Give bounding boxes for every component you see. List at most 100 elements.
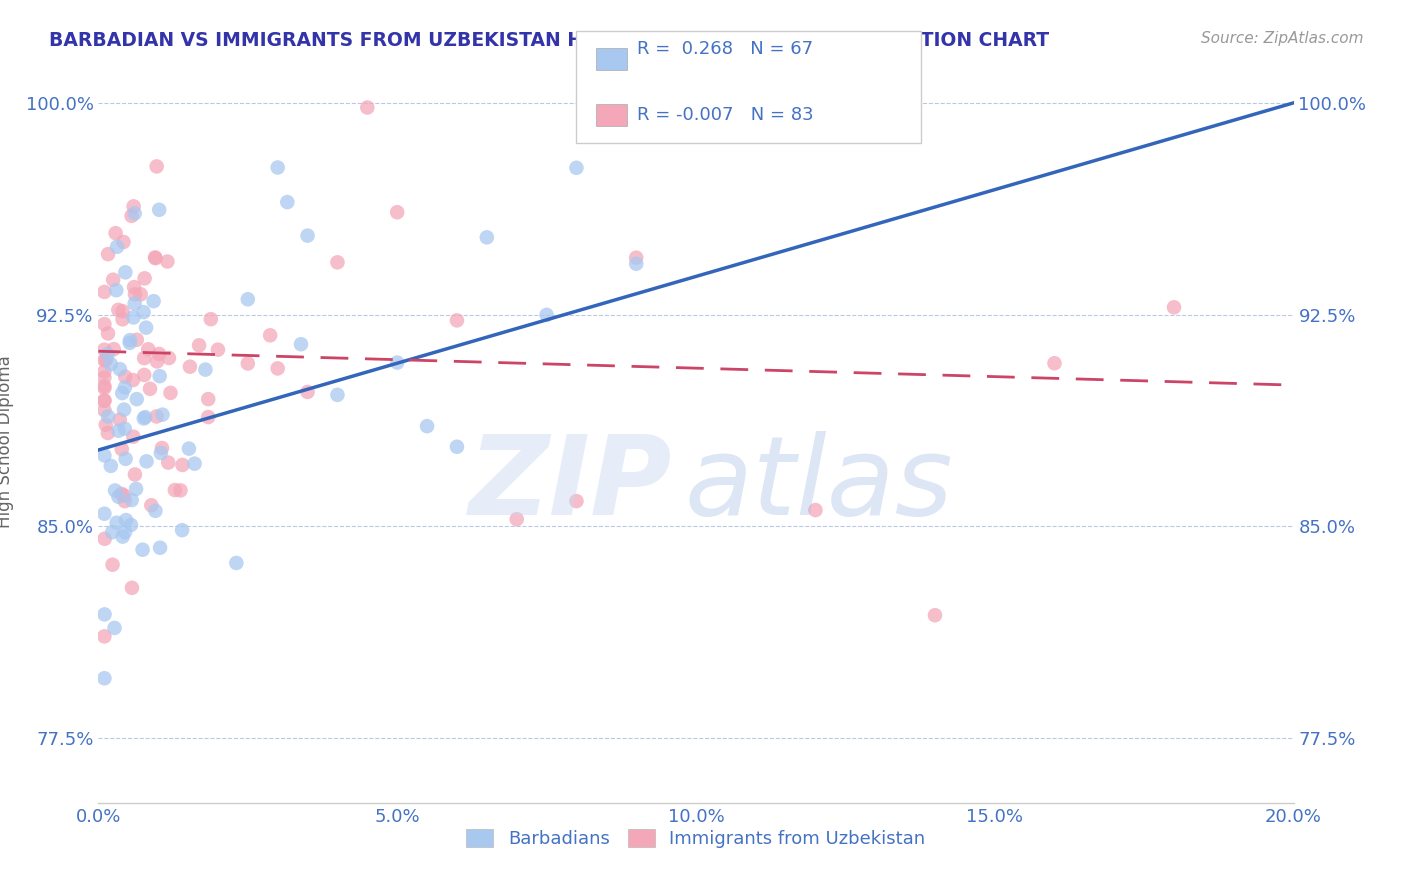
Point <box>108 412 131 426</box>
Point <box>172 523 194 537</box>
Point <box>93 449 115 463</box>
Point <box>131 542 153 557</box>
Point <box>267 361 290 376</box>
Point <box>136 343 159 357</box>
Point <box>276 195 298 210</box>
Point <box>446 313 468 327</box>
Point <box>506 512 529 526</box>
Point <box>111 304 134 318</box>
Point <box>108 362 131 376</box>
Point <box>134 410 156 425</box>
Text: R =  0.268   N = 67: R = 0.268 N = 67 <box>637 40 813 58</box>
Point <box>114 422 136 436</box>
Point <box>111 530 134 544</box>
Point <box>100 458 122 473</box>
Point <box>804 90 827 104</box>
Point <box>626 257 648 271</box>
Point <box>104 483 127 498</box>
Point <box>236 356 259 370</box>
Point <box>97 247 120 261</box>
Point <box>565 161 588 175</box>
Point <box>93 393 115 408</box>
Point <box>145 504 167 518</box>
Point <box>156 254 179 268</box>
Point <box>103 342 125 356</box>
Point <box>134 368 156 382</box>
Point <box>105 240 128 254</box>
Point <box>114 524 136 539</box>
Point <box>163 483 186 497</box>
Text: ZIP: ZIP <box>468 432 672 539</box>
Point <box>259 328 281 343</box>
Point <box>200 312 222 326</box>
Point <box>385 205 409 219</box>
Point <box>115 513 138 527</box>
Point <box>416 419 439 434</box>
Point <box>125 333 148 347</box>
Legend: Barbadians, Immigrants from Uzbekistan: Barbadians, Immigrants from Uzbekistan <box>460 822 932 855</box>
Point <box>197 410 219 425</box>
Point <box>93 379 115 393</box>
Point <box>112 489 135 503</box>
Point <box>132 305 155 319</box>
Point <box>93 317 115 331</box>
Y-axis label: High School Diploma: High School Diploma <box>0 355 14 528</box>
Point <box>148 202 170 217</box>
Point <box>104 226 127 240</box>
Point <box>139 382 162 396</box>
Text: atlas: atlas <box>685 432 953 539</box>
Point <box>94 417 117 432</box>
Text: BARBADIAN VS IMMIGRANTS FROM UZBEKISTAN HIGH SCHOOL DIPLOMA CORRELATION CHART: BARBADIAN VS IMMIGRANTS FROM UZBEKISTAN … <box>49 31 1049 50</box>
Point <box>145 160 167 174</box>
Point <box>267 161 290 175</box>
Point <box>93 507 115 521</box>
Point <box>145 409 167 424</box>
Point <box>101 273 124 287</box>
Point <box>159 385 181 400</box>
Point <box>93 607 115 622</box>
Point <box>326 388 349 402</box>
Point <box>297 384 319 399</box>
Point <box>118 333 141 347</box>
Point <box>93 285 115 299</box>
Point <box>475 230 498 244</box>
Point <box>93 365 115 379</box>
Point <box>356 101 378 115</box>
Point <box>101 558 124 572</box>
Point <box>124 206 146 220</box>
Point <box>924 608 946 623</box>
Point <box>197 392 219 406</box>
Point <box>107 490 129 504</box>
Point <box>297 228 319 243</box>
Point <box>118 335 141 350</box>
Point <box>111 442 134 457</box>
Point <box>207 343 229 357</box>
Point <box>141 498 163 512</box>
Point <box>107 302 129 317</box>
Point <box>93 403 115 417</box>
Point <box>134 271 156 285</box>
Point <box>135 454 157 468</box>
Point <box>172 458 194 472</box>
Point <box>149 541 172 555</box>
Point <box>385 356 409 370</box>
Point <box>157 351 180 365</box>
Point <box>122 199 145 213</box>
Point <box>97 326 120 341</box>
Point <box>122 430 145 444</box>
Point <box>125 392 148 406</box>
Point <box>194 362 217 376</box>
Point <box>114 369 136 384</box>
Point <box>1163 300 1185 314</box>
Point <box>152 408 174 422</box>
Point <box>1043 356 1066 370</box>
Point <box>94 352 117 367</box>
Point <box>225 556 247 570</box>
Point <box>125 482 148 496</box>
Point <box>134 351 156 365</box>
Point <box>157 456 180 470</box>
Point <box>804 503 827 517</box>
Point <box>111 312 134 326</box>
Point <box>565 494 588 508</box>
Point <box>326 255 349 269</box>
